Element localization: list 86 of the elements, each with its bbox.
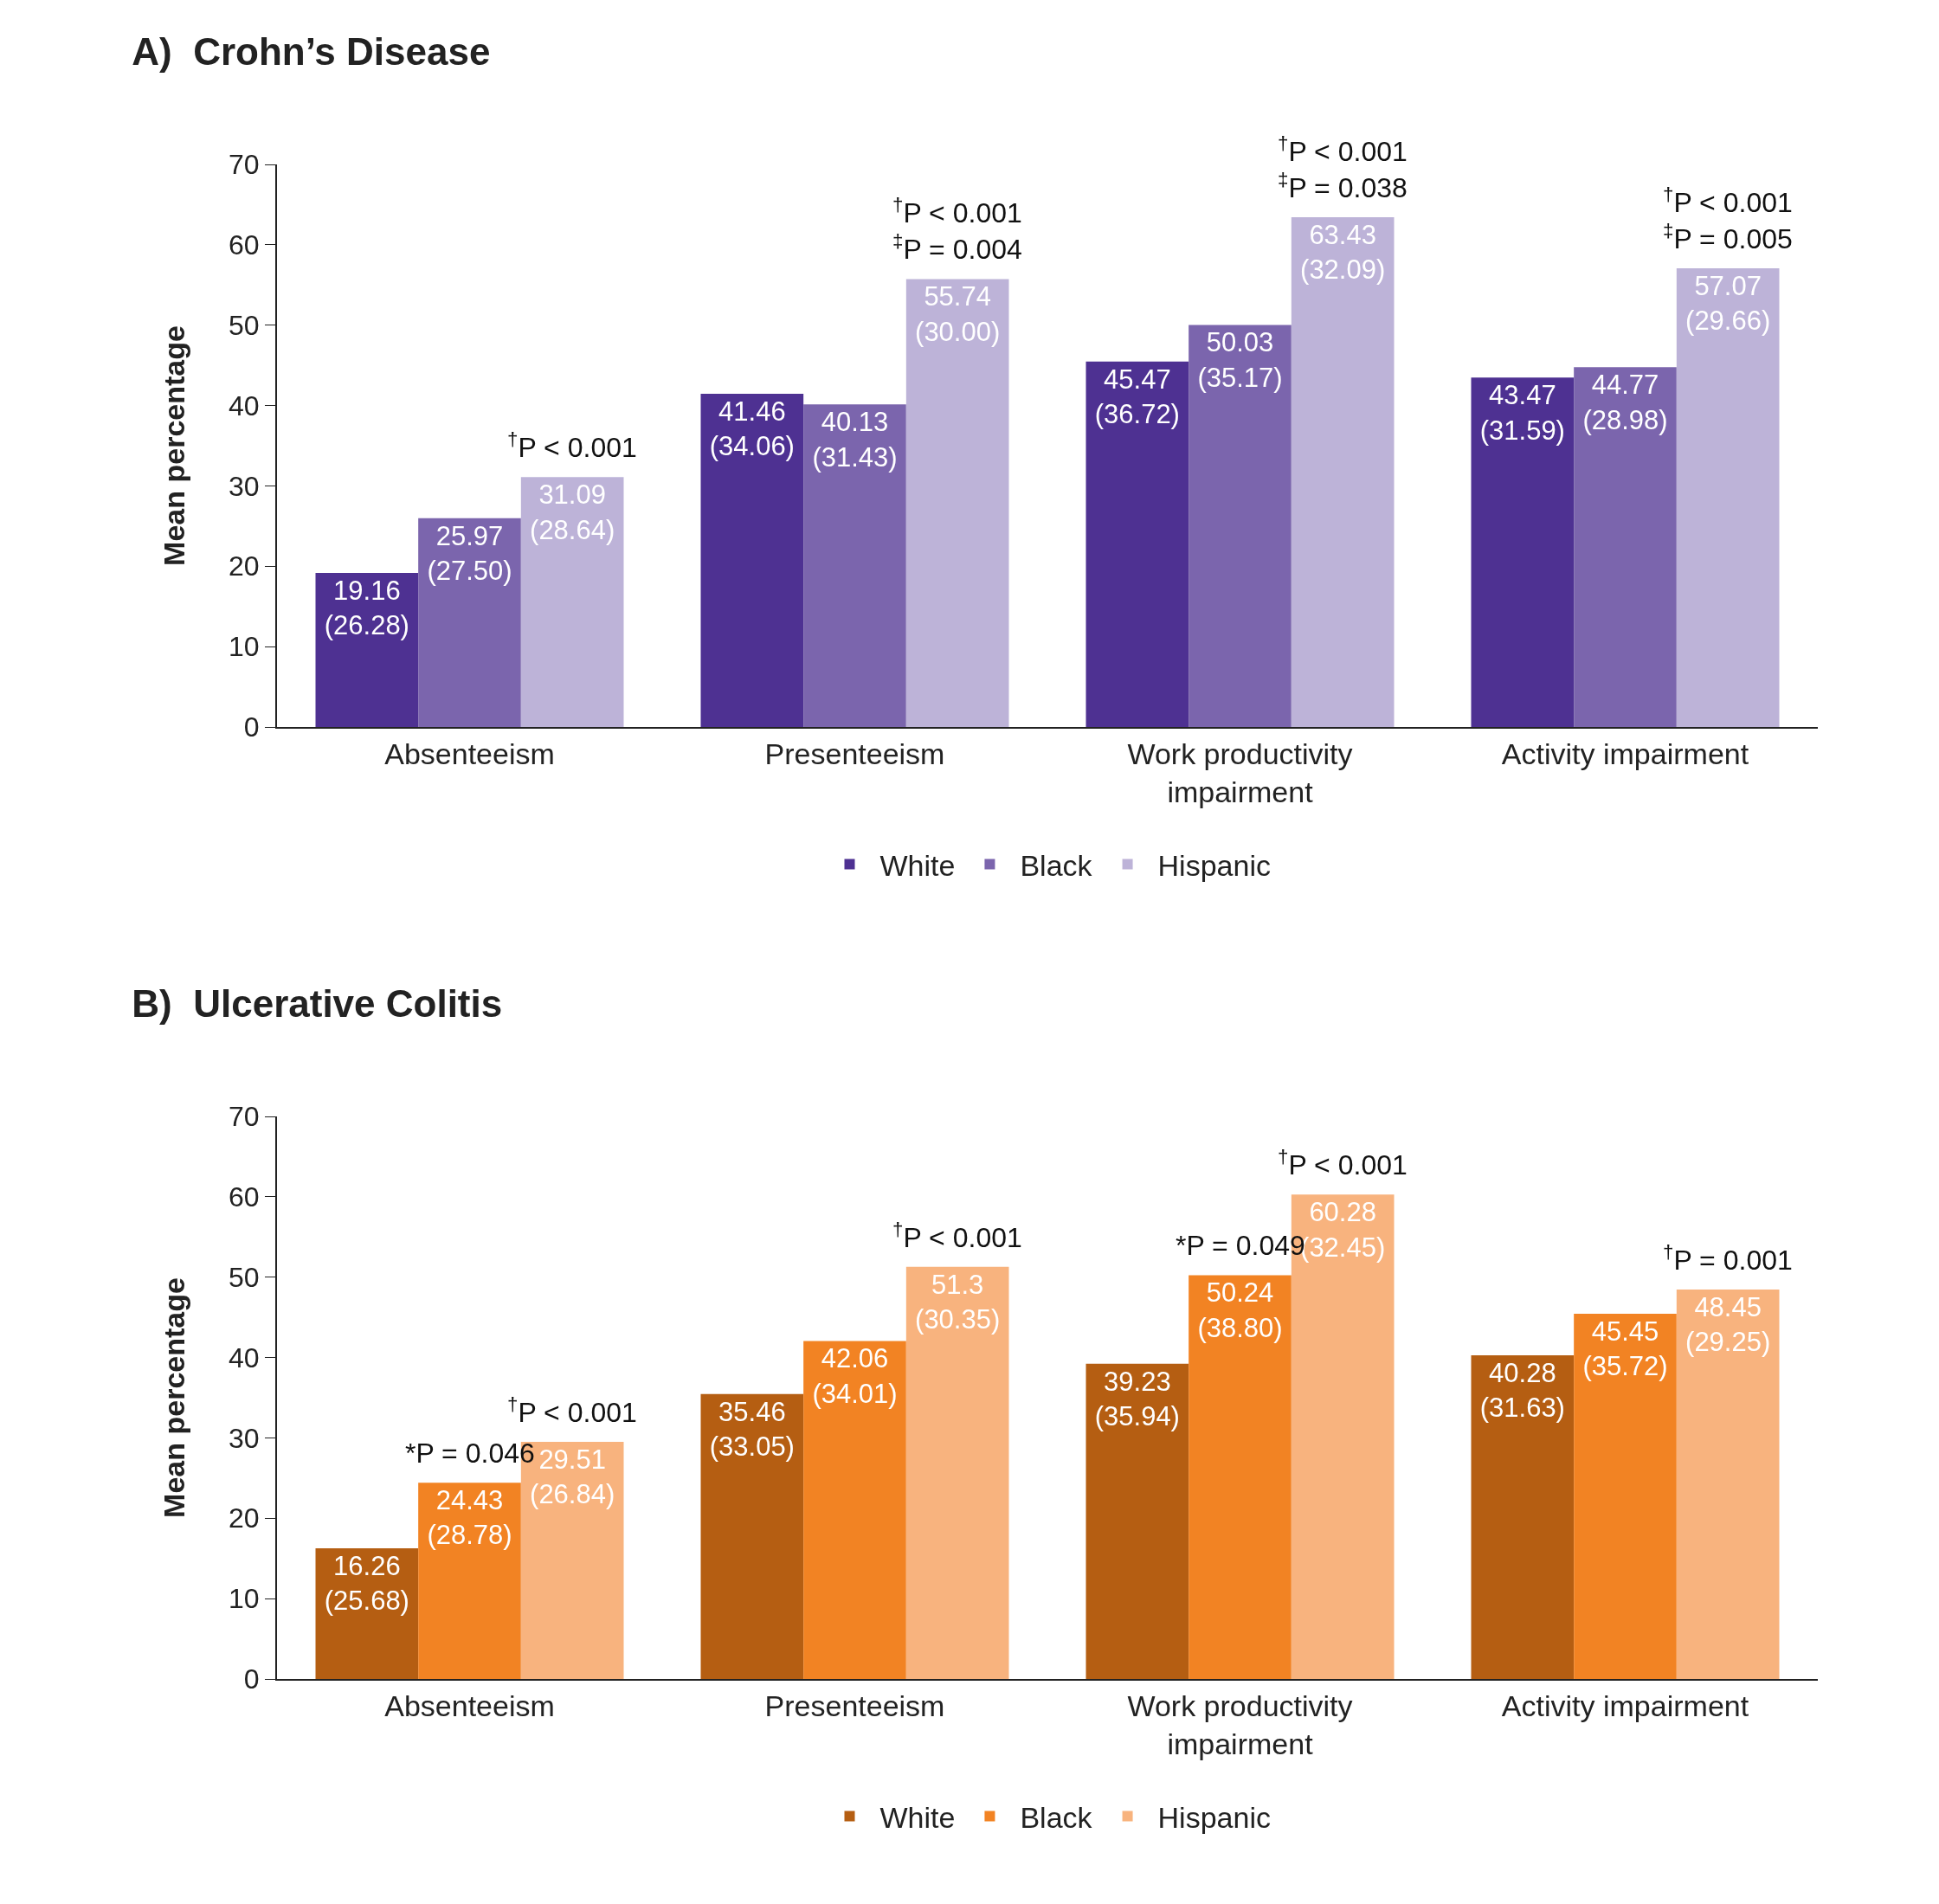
legend-label: Hispanic: [1157, 1800, 1271, 1834]
annotation: $^{†}$P < 0.001: [892, 1219, 1022, 1254]
chart-title: B) Ulcerative Colitis: [132, 981, 503, 1025]
y-tick-label: 40: [229, 1341, 260, 1373]
bar: [520, 477, 624, 727]
y-tick-label: 0: [243, 1663, 260, 1695]
data-label: 31.09 (28.64): [530, 479, 615, 545]
data-label: 24.43 (28.78): [427, 1485, 512, 1551]
data-label: 48.45 (29.25): [1685, 1292, 1771, 1358]
data-label: 35.46 (33.05): [709, 1396, 795, 1463]
data-label: 43.47 (31.59): [1479, 380, 1565, 446]
bar: [315, 1548, 419, 1679]
bar: [803, 404, 906, 727]
bar: [1189, 325, 1292, 727]
bar: [1085, 1363, 1189, 1679]
y-tick-label: 0: [243, 711, 260, 743]
data-label: 57.07 (29.66): [1685, 271, 1771, 337]
y-tick-label: 60: [229, 1181, 260, 1213]
bar: [1085, 361, 1189, 727]
annotation: $^{†}$P < 0.001 $^{‡}$P = 0.005: [1663, 183, 1793, 255]
y-tick-label: 20: [229, 1502, 260, 1534]
y-axis-title: Mean percentage: [158, 1277, 191, 1518]
data-label: 40.28 (31.63): [1479, 1357, 1565, 1424]
x-tick-label: Work productivity impairment: [1127, 1689, 1353, 1760]
bar: [700, 394, 804, 727]
annotation: $^{†}$P < 0.001: [1278, 1146, 1408, 1181]
legend-label: White: [879, 848, 956, 882]
legend-label: Black: [1020, 1800, 1093, 1834]
data-label: 25.97 (27.50): [427, 520, 512, 587]
x-tick-label: Absenteeism: [384, 1689, 555, 1722]
y-tick-label: 50: [229, 309, 260, 341]
bar: [418, 518, 521, 727]
x-tick-label: Presenteeism: [764, 737, 945, 770]
bar: [1189, 1275, 1292, 1679]
bar: [803, 1341, 906, 1679]
legend-label: Black: [1020, 848, 1093, 882]
bar: [1574, 1313, 1677, 1679]
data-label: 50.24 (38.80): [1197, 1277, 1283, 1343]
bar: [418, 1483, 521, 1679]
x-tick-label: Work productivity impairment: [1127, 737, 1353, 808]
data-label: 39.23 (35.94): [1094, 1366, 1180, 1432]
data-label: 55.74 (30.00): [915, 281, 1001, 347]
bar: [1574, 367, 1677, 727]
y-tick-label: 10: [229, 1583, 260, 1615]
bar: [1676, 1290, 1780, 1679]
x-tick-label: Activity impairment: [1501, 1689, 1749, 1722]
annotation: $^{†}$P < 0.001: [507, 1393, 637, 1429]
bar: [1471, 377, 1575, 727]
data-label: 51.3 (30.35): [915, 1269, 1001, 1335]
data-label: 19.16 (26.28): [324, 576, 409, 641]
y-tick-label: 40: [229, 389, 260, 421]
annotation: $^{†}$P < 0.001 $^{‡}$P = 0.004: [892, 194, 1022, 266]
bar: [905, 279, 1009, 727]
data-label: 45.47 (36.72): [1094, 363, 1180, 430]
x-tick-label: Absenteeism: [384, 737, 555, 770]
y-tick-label: 20: [229, 550, 260, 582]
data-label: 16.26 (25.68): [324, 1551, 409, 1617]
data-label: 42.06 (34.01): [812, 1343, 898, 1409]
data-label: 63.43 (32.09): [1300, 220, 1386, 286]
y-tick-label: 70: [229, 1101, 260, 1133]
y-tick-label: 10: [229, 631, 260, 663]
bar: [1471, 1354, 1575, 1679]
annotation: $^{†}$P = 0.001: [1663, 1241, 1793, 1277]
bar: [700, 1393, 804, 1679]
y-tick-label: 60: [229, 229, 260, 261]
chart-title: A) Crohn’s Disease: [132, 29, 491, 73]
y-tick-label: 50: [229, 1261, 260, 1293]
bar: [905, 1266, 1009, 1679]
bar: [1676, 268, 1780, 727]
data-label: 50.03 (35.17): [1197, 327, 1283, 393]
y-axis-title: Mean percentage: [158, 325, 191, 566]
y-tick-label: 30: [229, 470, 260, 502]
data-label: 45.45 (35.72): [1582, 1315, 1668, 1382]
bar: [1291, 217, 1395, 727]
legend-label: Hispanic: [1157, 848, 1271, 882]
data-label: 40.13 (31.43): [812, 407, 898, 473]
data-label: 41.46 (34.06): [709, 396, 795, 462]
x-tick-label: Presenteeism: [764, 1689, 945, 1722]
y-tick-label: 70: [229, 149, 260, 181]
data-label: 44.77 (28.98): [1582, 370, 1668, 435]
bar: [315, 573, 419, 727]
legend-label: White: [879, 1800, 956, 1834]
y-tick-label: 30: [229, 1422, 260, 1454]
annotation: $^{†}$P < 0.001 $^{‡}$P = 0.038: [1278, 132, 1408, 204]
annotation: $^{†}$P < 0.001: [507, 428, 637, 464]
x-tick-label: Activity impairment: [1501, 737, 1749, 770]
